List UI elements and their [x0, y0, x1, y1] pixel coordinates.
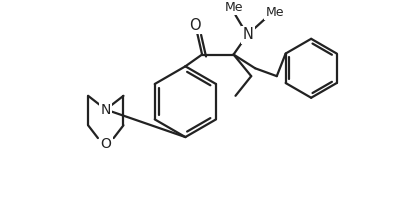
Text: N: N: [242, 27, 253, 42]
Text: Me: Me: [265, 6, 283, 19]
Text: Me: Me: [224, 1, 242, 14]
Text: O: O: [100, 137, 111, 151]
Text: N: N: [100, 103, 111, 117]
Text: O: O: [189, 18, 201, 32]
